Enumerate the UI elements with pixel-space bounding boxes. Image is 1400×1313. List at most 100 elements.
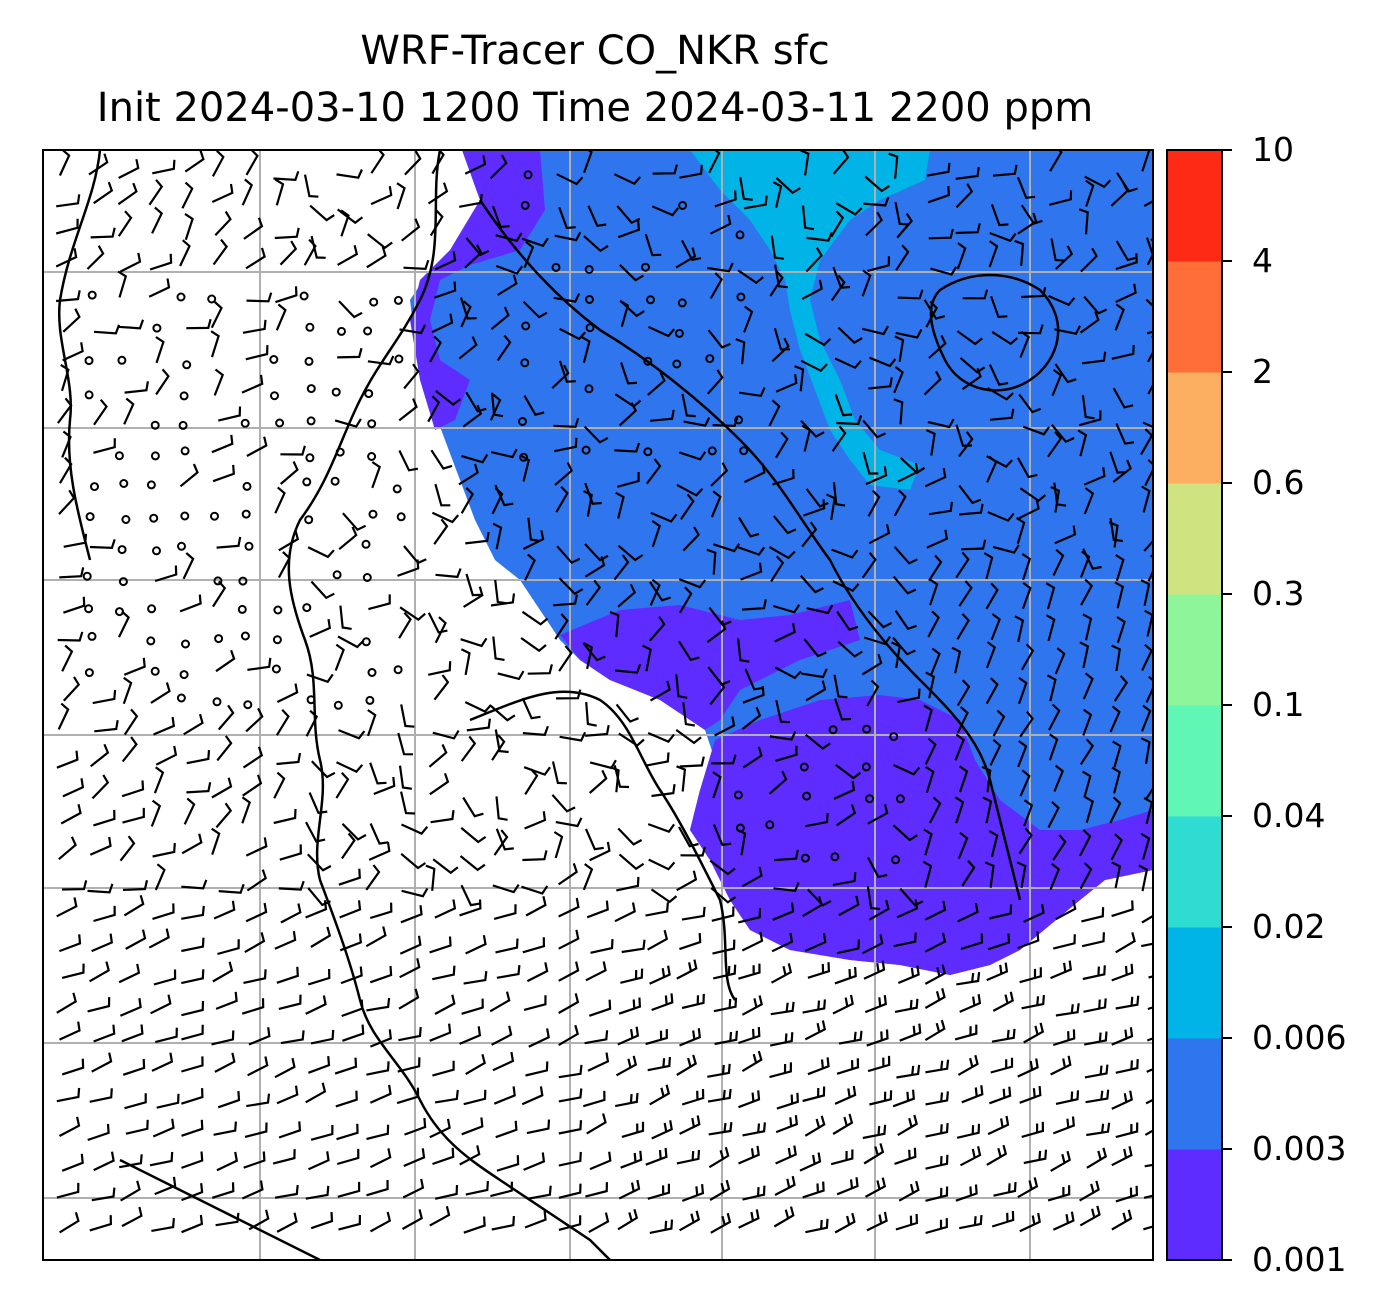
wind-barb [617, 1209, 639, 1231]
wind-barb [273, 170, 300, 181]
wind-barb [835, 764, 862, 780]
wind-barb [739, 176, 753, 201]
calm-wind-marker [677, 298, 687, 308]
wind-barb [464, 155, 487, 175]
wind-barb [990, 204, 1009, 227]
wind-barb [1050, 486, 1061, 513]
wind-barb [336, 761, 364, 773]
wind-barb [274, 486, 286, 514]
wind-barb [712, 416, 739, 428]
wind-barb [57, 631, 84, 642]
wind-barb [490, 448, 518, 459]
wind-barb [93, 905, 116, 923]
colorbar-swatch [1167, 483, 1222, 595]
wind-barb [59, 1211, 80, 1234]
wind-barb [741, 706, 762, 730]
wind-barb [495, 232, 523, 243]
wind-barb [370, 186, 393, 206]
wind-barb [492, 883, 520, 894]
wind-barb [56, 992, 77, 1014]
calm-wind-marker [335, 447, 345, 457]
wind-barb [923, 828, 933, 856]
wind-barb [397, 559, 420, 577]
wind-barb [1079, 1205, 1101, 1227]
wind-barb [923, 299, 946, 320]
wind-barb [1052, 1116, 1075, 1135]
calm-wind-marker [244, 541, 254, 551]
wind-barb [490, 704, 516, 722]
wind-barb [958, 580, 973, 607]
wind-barb [183, 713, 204, 736]
wind-barb [1083, 467, 1106, 486]
wind-barb [866, 1029, 889, 1047]
wind-barb [614, 902, 636, 923]
wind-barb [987, 387, 1014, 401]
wind-barb [276, 1212, 298, 1233]
wind-barb [1015, 516, 1026, 545]
wind-barb [247, 1056, 269, 1077]
wind-barb [366, 997, 391, 1012]
wind-barb [862, 934, 884, 955]
wind-barb [402, 1178, 425, 1199]
wind-barb [831, 425, 847, 452]
wind-barb [614, 663, 642, 674]
wind-barb [215, 802, 233, 829]
wind-barb [614, 442, 641, 453]
wind-barb [368, 841, 391, 861]
wind-barb [524, 811, 547, 830]
wind-barb [1140, 832, 1151, 860]
calm-wind-marker [396, 512, 406, 522]
wind-barb [62, 778, 85, 798]
wind-barb [119, 835, 136, 862]
wind-barb [710, 887, 737, 904]
wind-barb [337, 635, 365, 649]
wind-barb [522, 300, 548, 319]
calm-wind-marker [736, 292, 746, 302]
wind-barb [584, 543, 609, 562]
wind-barb [93, 1024, 116, 1043]
wind-barb [1109, 451, 1127, 474]
wind-barb [1021, 286, 1047, 299]
wind-barb [123, 397, 135, 425]
wind-barb [558, 1151, 582, 1167]
wind-barb [958, 503, 984, 516]
wind-barb [869, 356, 897, 368]
wind-barb [743, 463, 766, 484]
wind-barb [735, 338, 746, 365]
wind-barb [799, 574, 824, 594]
wind-barb [93, 1151, 115, 1172]
wind-barb [1049, 862, 1061, 891]
wind-barb [738, 963, 761, 980]
wind-barb [678, 451, 707, 461]
wind-barb [923, 370, 942, 396]
wind-barb [241, 374, 264, 394]
wind-barb [521, 697, 541, 720]
wind-barb [867, 1055, 891, 1073]
wind-barb [1052, 934, 1076, 950]
wind-barb [805, 813, 829, 828]
wind-barb [961, 539, 987, 551]
wind-barb [432, 1147, 455, 1166]
wind-barb [246, 436, 268, 457]
wind-barb [1111, 900, 1134, 918]
wind-barb [399, 958, 421, 979]
wind-barb [1086, 1122, 1111, 1137]
wind-barb [1081, 932, 1105, 948]
calm-wind-marker [861, 762, 871, 772]
wind-barb [492, 1051, 515, 1072]
wind-barb [1054, 363, 1077, 384]
wind-barb [341, 999, 364, 1018]
wind-barb [434, 1184, 459, 1200]
calm-wind-marker [240, 631, 250, 641]
wind-barb [57, 397, 73, 424]
wind-barb [495, 796, 508, 821]
wind-barb [925, 1218, 948, 1235]
wind-barb [89, 1088, 113, 1103]
wind-barb [396, 1087, 420, 1105]
wind-barb [181, 1214, 204, 1234]
wind-barb [277, 551, 291, 579]
wind-barb [1113, 675, 1129, 702]
wind-barb [1116, 172, 1138, 193]
wind-barb [1080, 247, 1098, 273]
wind-barb [954, 733, 965, 761]
